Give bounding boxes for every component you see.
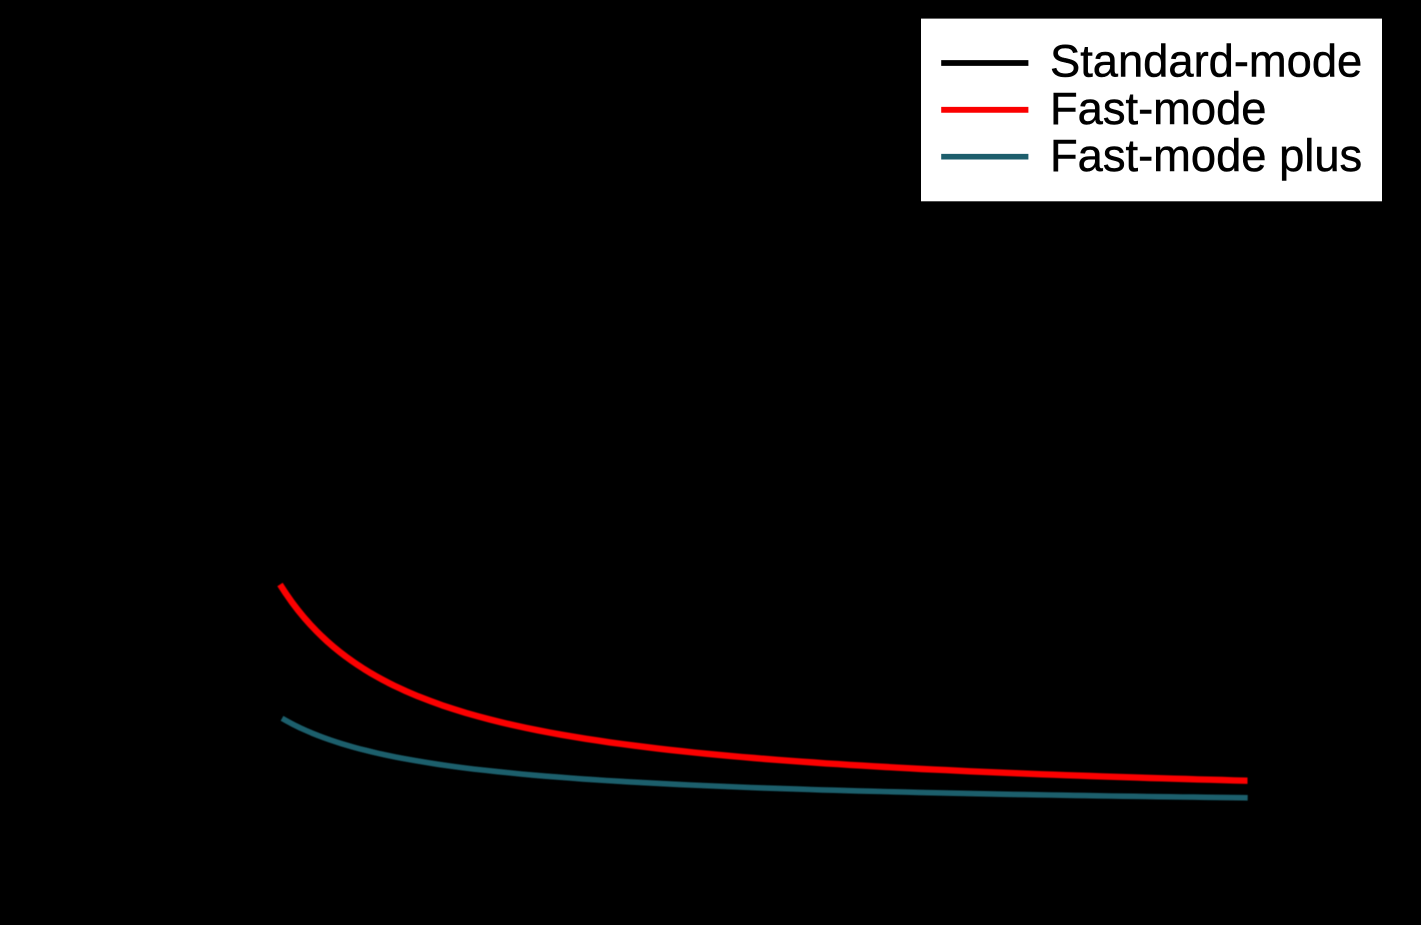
svg-text:Fast-mode plus: Fast-mode plus <box>1050 130 1362 181</box>
svg-text:Fast-mode: Fast-mode <box>1050 83 1267 134</box>
svg-text:Standard-mode: Standard-mode <box>1050 36 1362 87</box>
